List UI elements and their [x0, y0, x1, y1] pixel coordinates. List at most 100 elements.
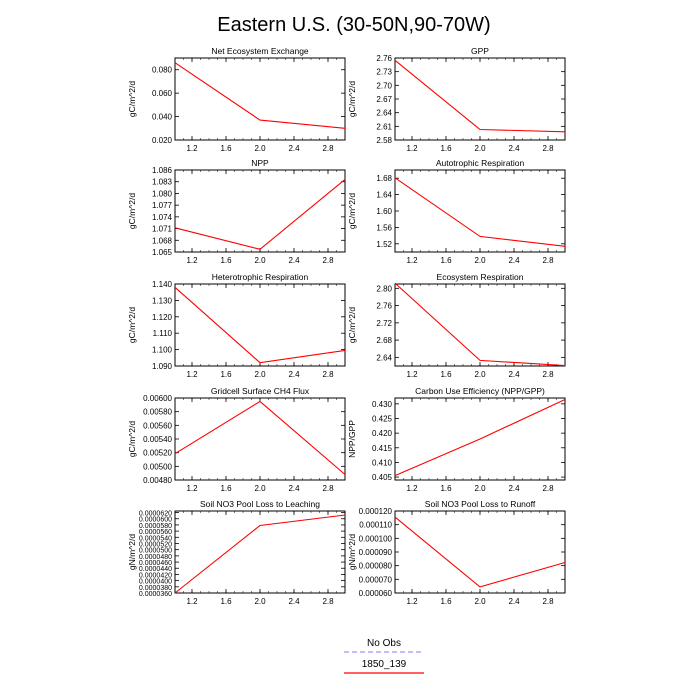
y-axis-label: gC/m^2/d — [127, 307, 137, 343]
y-tick-label: 1.071 — [152, 225, 173, 234]
x-tick-label: 2.0 — [474, 597, 486, 606]
panel-autotrophic-respiration: Autotrophic Respiration 1.2 1.6 2.0 2.4 2.8 1.… — [347, 158, 566, 265]
plot-frame — [394, 283, 566, 367]
y-tick-label: 0.425 — [372, 415, 393, 424]
y-tick-label: 1.074 — [152, 213, 173, 222]
series-line-1850-139 — [174, 178, 346, 250]
x-tick-label: 1.2 — [406, 256, 418, 265]
y-tick-label: 0.0000600 — [139, 517, 172, 524]
x-tick-label: 2.4 — [508, 370, 520, 379]
panel-title: Net Ecosystem Exchange — [211, 46, 309, 56]
x-tick-label: 2.4 — [288, 370, 300, 379]
y-tick-label: 2.70 — [376, 81, 392, 90]
x-tick-label: 2.4 — [288, 484, 300, 493]
y-tick-label: 2.64 — [376, 353, 392, 362]
x-tick-label: 2.8 — [542, 256, 554, 265]
y-tick-label: 0.00560 — [143, 421, 172, 430]
y-tick-label: 2.58 — [376, 136, 392, 145]
y-tick-label: 0.080 — [152, 66, 173, 75]
panel-title: Heterotrophic Respiration — [212, 272, 309, 282]
panel-title: NPP — [251, 158, 269, 168]
series-line-1850-139 — [174, 62, 346, 129]
y-tick-label: 1.64 — [376, 191, 392, 200]
y-tick-label: 2.76 — [376, 302, 392, 311]
x-tick-label: 1.6 — [440, 484, 452, 493]
y-tick-label: 1.52 — [376, 240, 392, 249]
figure-title: Eastern U.S. (30-50N,90-70W) — [217, 14, 490, 36]
x-tick-label: 2.8 — [542, 144, 554, 153]
x-tick-label: 1.6 — [220, 370, 232, 379]
y-tick-label: 0.000110 — [359, 521, 392, 530]
x-tick-label: 2.4 — [288, 256, 300, 265]
y-tick-label: 0.00520 — [143, 449, 172, 458]
y-tick-label: 2.61 — [376, 122, 392, 131]
x-tick-label: 1.2 — [406, 144, 418, 153]
x-tick-label: 2.0 — [474, 256, 486, 265]
x-tick-label: 2.4 — [508, 597, 520, 606]
y-tick-label: 2.72 — [376, 319, 392, 328]
y-tick-label: 2.80 — [376, 284, 392, 293]
plot-frame — [394, 57, 566, 141]
x-tick-label: 2.0 — [254, 144, 266, 153]
y-axis-label: gC/m^2/d — [347, 307, 357, 343]
y-tick-label: 0.000100 — [359, 534, 393, 543]
y-tick-label: 2.67 — [376, 95, 392, 104]
y-tick-label: 0.0000560 — [139, 529, 172, 536]
panel-net-ecosystem-exchange: Net Ecosystem Exchange 1.2 1.6 2.0 2.4 2.8 0.0… — [127, 46, 346, 153]
x-tick-label: 1.6 — [220, 484, 232, 493]
series-line-1850-139 — [394, 282, 566, 367]
y-axis-label: NPP/GPP — [347, 420, 357, 458]
y-axis-label: gC/m^2/d — [127, 193, 137, 229]
panel-soil-no3-pool-loss-to-runoff: Soil NO3 Pool Loss to Runoff 1.2 1.6 2.0 2.4… — [347, 499, 566, 606]
y-tick-label: 1.083 — [152, 178, 173, 187]
y-axis-label: gC/m^2/d — [347, 193, 357, 229]
x-tick-label: 2.8 — [542, 597, 554, 606]
y-tick-label: 0.00500 — [143, 462, 172, 471]
series-line-1850-139 — [174, 286, 346, 364]
y-axis-label: gN/m^2/d — [127, 534, 137, 570]
panel-title: Carbon Use Efficiency (NPP/GPP) — [415, 386, 545, 396]
x-tick-label: 1.2 — [406, 484, 418, 493]
series-line-1850-139 — [394, 177, 566, 247]
y-tick-label: 0.00580 — [143, 408, 172, 417]
series-line-1850-139 — [394, 516, 566, 588]
y-tick-label: 0.000120 — [359, 507, 393, 516]
plot-frame — [394, 169, 566, 253]
x-tick-label: 2.0 — [474, 370, 486, 379]
y-tick-label: 1.68 — [376, 174, 392, 183]
y-tick-label: 0.0000540 — [139, 535, 172, 542]
plot-frame — [174, 397, 346, 481]
y-tick-label: 0.0000580 — [139, 523, 172, 530]
series-line-1850-139 — [174, 400, 346, 475]
x-tick-label: 1.6 — [220, 597, 232, 606]
x-tick-label: 1.6 — [440, 597, 452, 606]
y-tick-label: 1.065 — [152, 248, 173, 257]
x-tick-label: 1.2 — [186, 144, 198, 153]
x-tick-label: 1.2 — [406, 370, 418, 379]
x-tick-label: 1.6 — [440, 256, 452, 265]
y-tick-label: 0.000060 — [359, 589, 393, 598]
x-tick-label: 1.6 — [440, 144, 452, 153]
y-tick-label: 0.060 — [152, 89, 173, 98]
x-tick-label: 2.4 — [508, 484, 520, 493]
x-tick-label: 1.2 — [186, 370, 198, 379]
panel-ecosystem-respiration: Ecosystem Respiration 1.2 1.6 2.0 2.4 2.8 2.64… — [347, 272, 566, 379]
x-tick-label: 2.8 — [322, 256, 334, 265]
plot-frame — [174, 169, 346, 253]
y-tick-label: 1.080 — [152, 189, 173, 198]
panel-title: Soil NO3 Pool Loss to Leaching — [200, 499, 320, 509]
plot-frame — [394, 510, 566, 594]
plot-frame — [174, 57, 346, 141]
y-tick-label: 0.0000400 — [139, 579, 172, 586]
panel-title: Gridcell Surface CH4 Flux — [211, 386, 310, 396]
x-tick-label: 2.0 — [474, 144, 486, 153]
y-tick-label: 0.0000520 — [139, 541, 172, 548]
panel-carbon-use-efficiency-npp-gpp: Carbon Use Efficiency (NPP/GPP) 1.2 1.6 2.0… — [347, 386, 566, 493]
x-tick-label: 2.4 — [508, 256, 520, 265]
y-tick-label: 2.76 — [376, 54, 392, 63]
y-tick-label: 0.0000360 — [139, 591, 172, 598]
x-tick-label: 2.4 — [288, 144, 300, 153]
y-tick-label: 0.415 — [372, 444, 393, 453]
panel-grid: Net Ecosystem Exchange 1.2 1.6 2.0 2.4 2.8 0.0… — [127, 46, 566, 606]
